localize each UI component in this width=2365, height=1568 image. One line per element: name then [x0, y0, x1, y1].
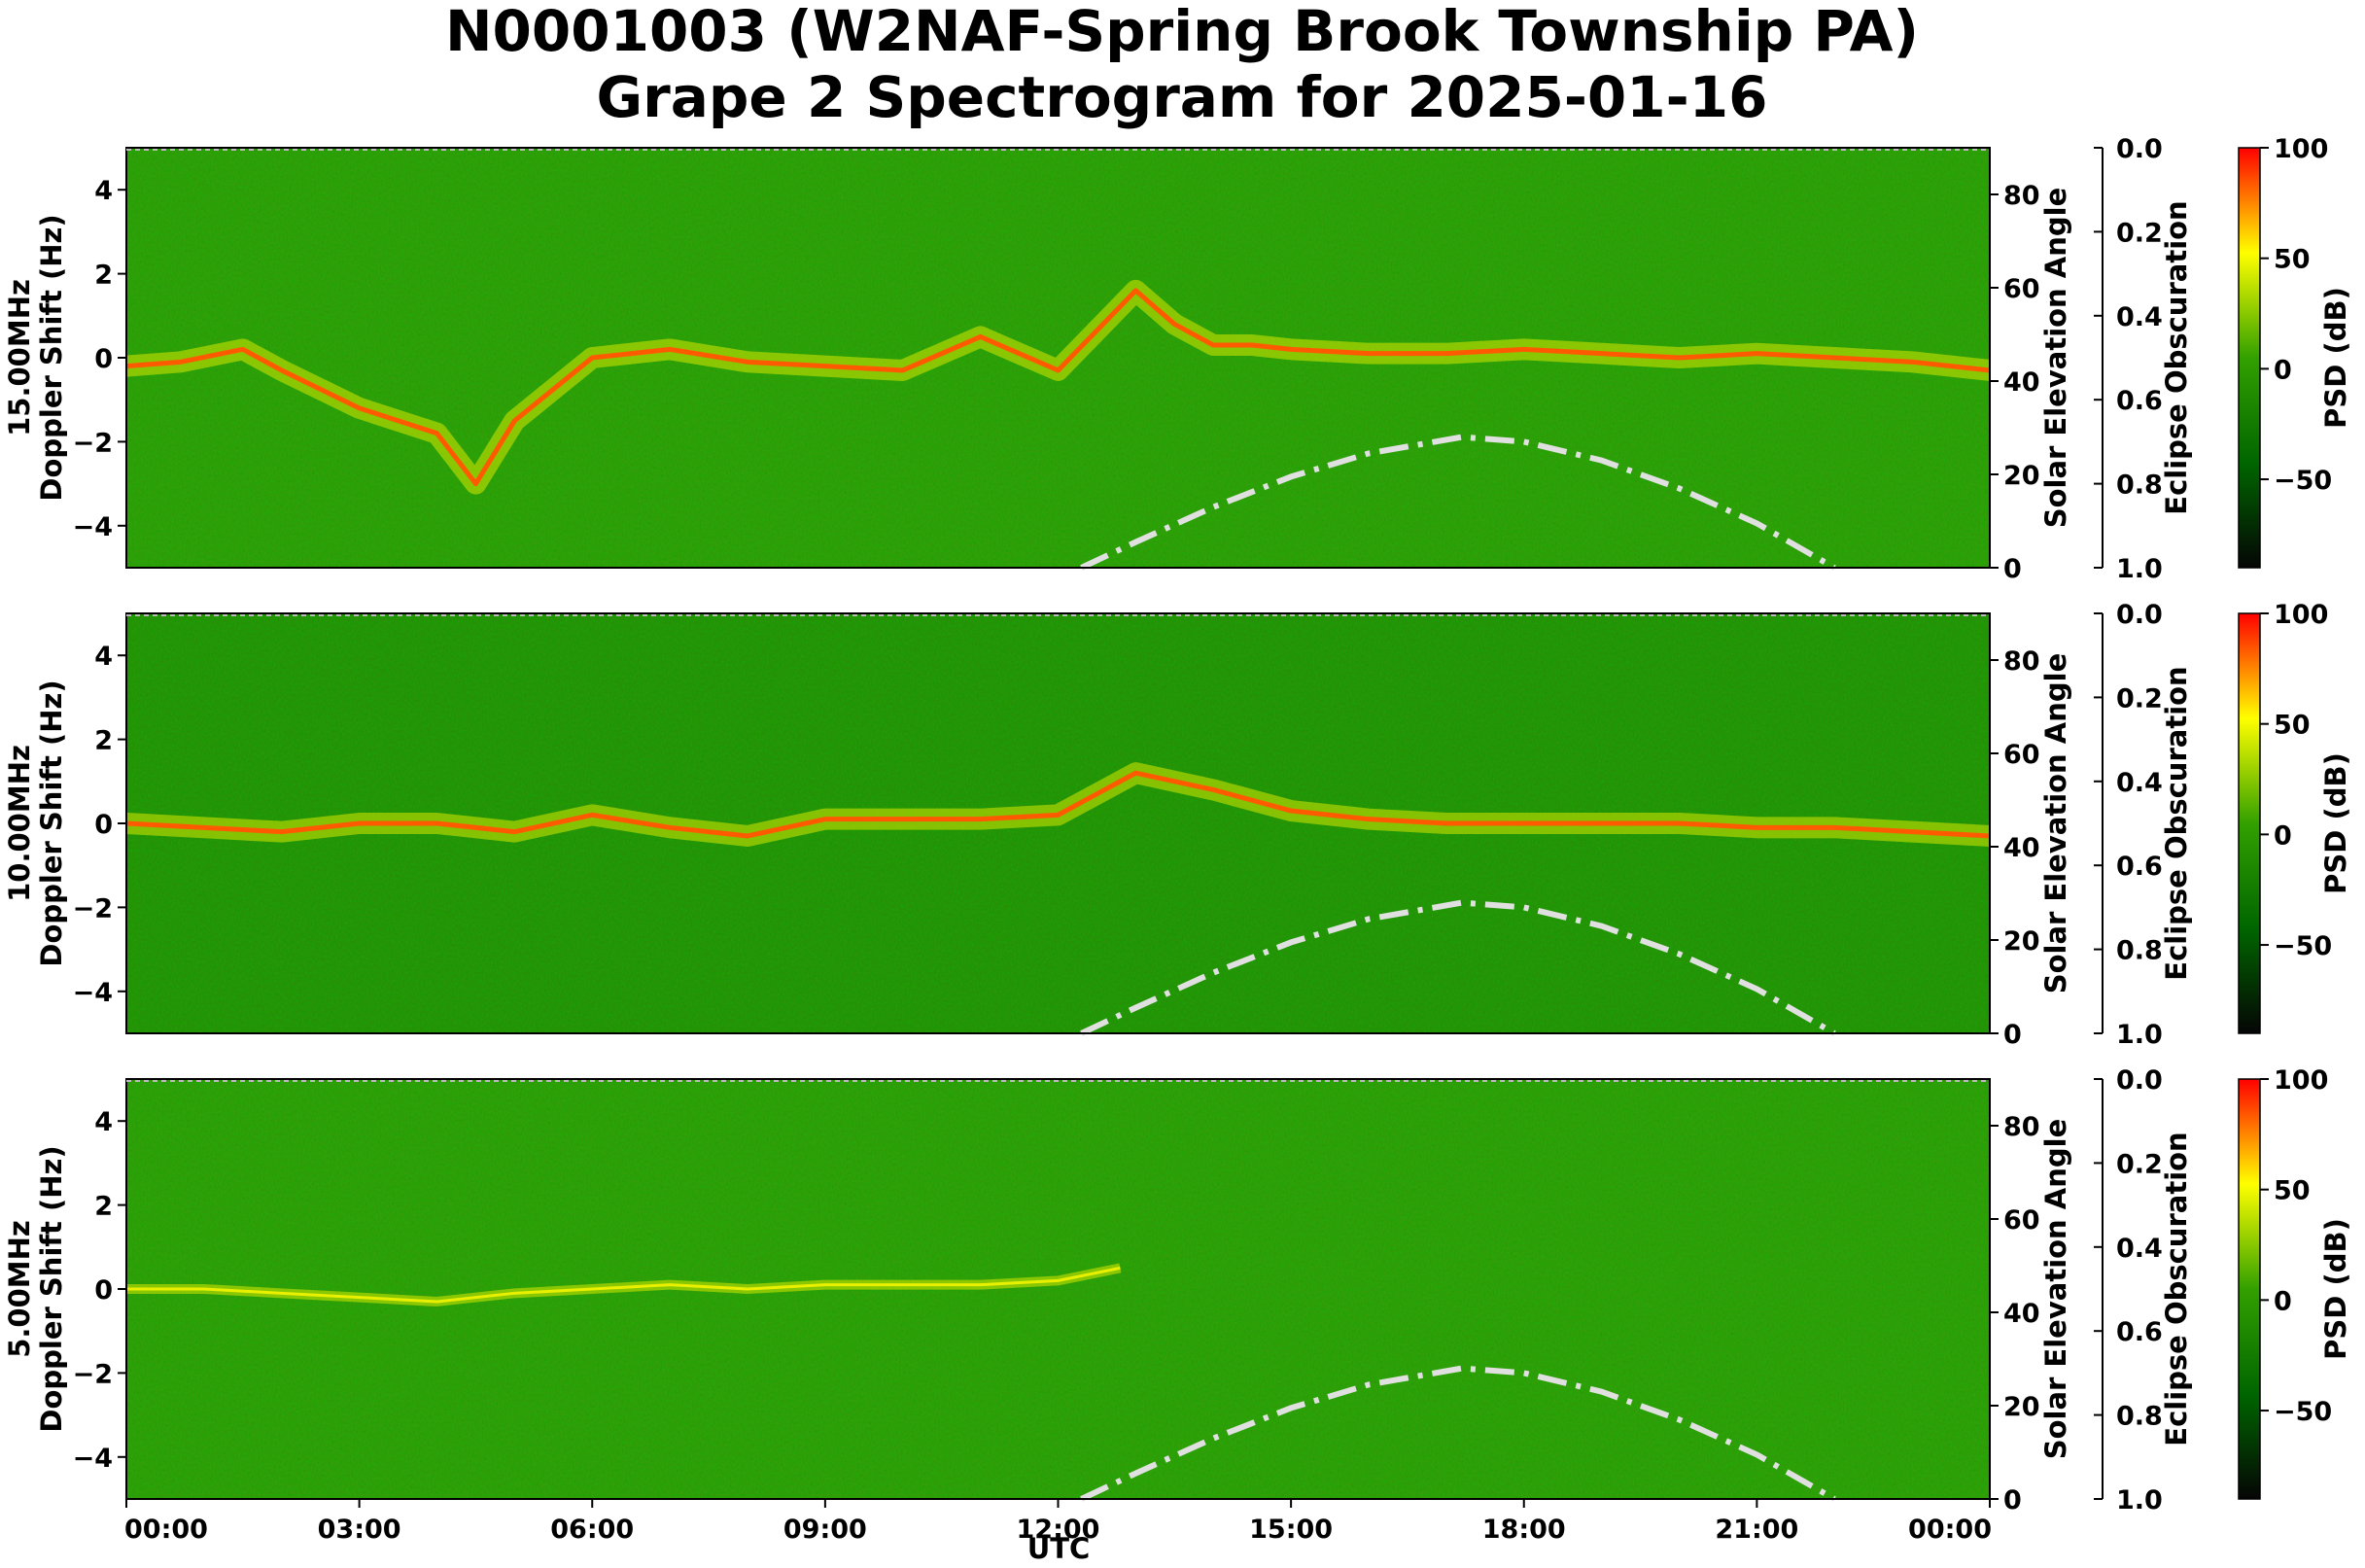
x-tick-label: 00:00 — [124, 1515, 208, 1545]
eclipse-tick-label: 0.0 — [2116, 1065, 2163, 1096]
y-tick-label: −2 — [73, 893, 113, 923]
eclipse-tick-label: 0.6 — [2116, 852, 2163, 882]
eclipse-axis-label: Eclipse Obscuration — [2160, 1132, 2193, 1446]
solar-elevation-curve — [1080, 434, 1836, 571]
colorbar-label: PSD (dB) — [2319, 287, 2352, 429]
solar-tick-label: 0 — [2003, 1020, 2022, 1050]
eclipse-tick-label: 0.4 — [2116, 768, 2163, 798]
eclipse-tick-label: 1.0 — [2116, 1020, 2163, 1050]
colorbar-tick-label: 50 — [2274, 245, 2311, 275]
frequency-label: 15.00MHz — [3, 279, 36, 436]
x-tick-label: 03:00 — [318, 1515, 401, 1545]
eclipse-tick-label: 0.4 — [2116, 1234, 2163, 1264]
colorbar-label: PSD (dB) — [2319, 752, 2352, 894]
colorbar-label: PSD (dB) — [2319, 1218, 2352, 1360]
eclipse-tick-label: 0.2 — [2116, 683, 2163, 714]
solar-tick-label: 60 — [2003, 740, 2040, 770]
x-tick-label: 15:00 — [1249, 1515, 1333, 1545]
y-axis-label: Doppler Shift (Hz) — [35, 1145, 68, 1432]
eclipse-tick-label: 1.0 — [2116, 554, 2163, 584]
colorbar-tick-label: 100 — [2274, 134, 2328, 164]
eclipse-tick-label: 0.0 — [2116, 134, 2163, 164]
colorbar-tick-label: −50 — [2274, 931, 2332, 961]
solar-axis-label: Solar Elevation Angle — [2039, 653, 2072, 994]
solar-tick-label: 20 — [2003, 1392, 2040, 1422]
colorbar — [2238, 1078, 2261, 1500]
y-tick-label: 4 — [94, 1107, 113, 1137]
colorbar-tick-label: 0 — [2274, 355, 2292, 385]
colorbar-tick-label: 0 — [2274, 820, 2292, 851]
eclipse-tick-label: 0.8 — [2116, 1402, 2163, 1432]
y-tick-label: 2 — [94, 1192, 113, 1222]
y-tick-label: −4 — [73, 1444, 113, 1474]
y-tick-label: 4 — [94, 642, 113, 672]
y-tick-label: 2 — [94, 261, 113, 291]
colorbar — [2238, 147, 2261, 569]
colorbar-tick-label: 0 — [2274, 1286, 2292, 1316]
chart-title-line1: N0001003 (W2NAF-Spring Brook Township PA… — [445, 0, 1919, 64]
eclipse-tick-label: 0.8 — [2116, 470, 2163, 501]
x-axis-label: UTC — [1027, 1532, 1091, 1565]
solar-tick-label: 80 — [2003, 181, 2040, 211]
doppler-trace — [126, 1266, 1121, 1304]
chart-title-line2: Grape 2 Spectrogram for 2025-01-16 — [597, 64, 1768, 130]
solar-tick-label: 40 — [2003, 1299, 2040, 1329]
solar-tick-label: 0 — [2003, 1485, 2022, 1516]
colorbar-tick-label: 50 — [2274, 711, 2311, 741]
eclipse-axis-label: Eclipse Obscuration — [2160, 666, 2193, 980]
y-tick-label: 0 — [94, 810, 113, 840]
y-tick-label: 2 — [94, 726, 113, 756]
solar-tick-label: 40 — [2003, 833, 2040, 863]
eclipse-tick-label: 0.6 — [2116, 1317, 2163, 1347]
x-tick-label: 12:00 — [1017, 1515, 1100, 1545]
doppler-trace — [125, 770, 1991, 839]
y-axis-label: Doppler Shift (Hz) — [35, 679, 68, 966]
solar-tick-label: 0 — [2003, 554, 2022, 584]
y-tick-label: −2 — [73, 1359, 113, 1389]
doppler-trace — [125, 288, 1991, 487]
x-tick-label: 09:00 — [783, 1515, 867, 1545]
solar-elevation-curve — [1080, 899, 1836, 1036]
colorbar — [2238, 612, 2261, 1034]
colorbar-tick-label: −50 — [2274, 1397, 2332, 1427]
colorbar-tick-label: 50 — [2274, 1176, 2311, 1206]
solar-tick-label: 80 — [2003, 1112, 2040, 1142]
solar-tick-label: 40 — [2003, 367, 2040, 398]
x-tick-label: 21:00 — [1715, 1515, 1798, 1545]
y-axis-label: Doppler Shift (Hz) — [35, 214, 68, 501]
frequency-label: 5.00MHz — [3, 1220, 36, 1358]
spectrogram-noise — [126, 1079, 1990, 1499]
y-tick-label: −2 — [73, 428, 113, 458]
colorbar-tick-label: −50 — [2274, 466, 2332, 496]
solar-tick-label: 20 — [2003, 926, 2040, 957]
eclipse-tick-label: 0.4 — [2116, 302, 2163, 332]
solar-elevation-curve — [1080, 1365, 1836, 1502]
y-tick-label: 4 — [94, 176, 113, 206]
solar-tick-label: 80 — [2003, 646, 2040, 677]
eclipse-tick-label: 0.8 — [2116, 936, 2163, 966]
eclipse-tick-label: 1.0 — [2116, 1485, 2163, 1516]
eclipse-tick-label: 0.0 — [2116, 600, 2163, 630]
y-tick-label: −4 — [73, 978, 113, 1008]
x-tick-label: 00:00 — [1908, 1515, 1992, 1545]
y-tick-label: −4 — [73, 512, 113, 542]
colorbar-tick-label: 100 — [2274, 600, 2328, 630]
x-tick-label: 18:00 — [1482, 1515, 1566, 1545]
y-tick-label: 0 — [94, 344, 113, 374]
eclipse-tick-label: 0.2 — [2116, 218, 2163, 248]
solar-tick-label: 60 — [2003, 274, 2040, 304]
eclipse-tick-label: 0.2 — [2116, 1149, 2163, 1179]
solar-axis-label: Solar Elevation Angle — [2039, 188, 2072, 529]
y-tick-label: 0 — [94, 1275, 113, 1306]
eclipse-tick-label: 0.6 — [2116, 386, 2163, 416]
x-tick-label: 06:00 — [550, 1515, 634, 1545]
solar-tick-label: 20 — [2003, 461, 2040, 491]
solar-axis-label: Solar Elevation Angle — [2039, 1119, 2072, 1460]
frequency-label: 10.00MHz — [3, 745, 36, 902]
solar-tick-label: 60 — [2003, 1205, 2040, 1236]
eclipse-axis-label: Eclipse Obscuration — [2160, 200, 2193, 514]
colorbar-tick-label: 100 — [2274, 1065, 2328, 1096]
